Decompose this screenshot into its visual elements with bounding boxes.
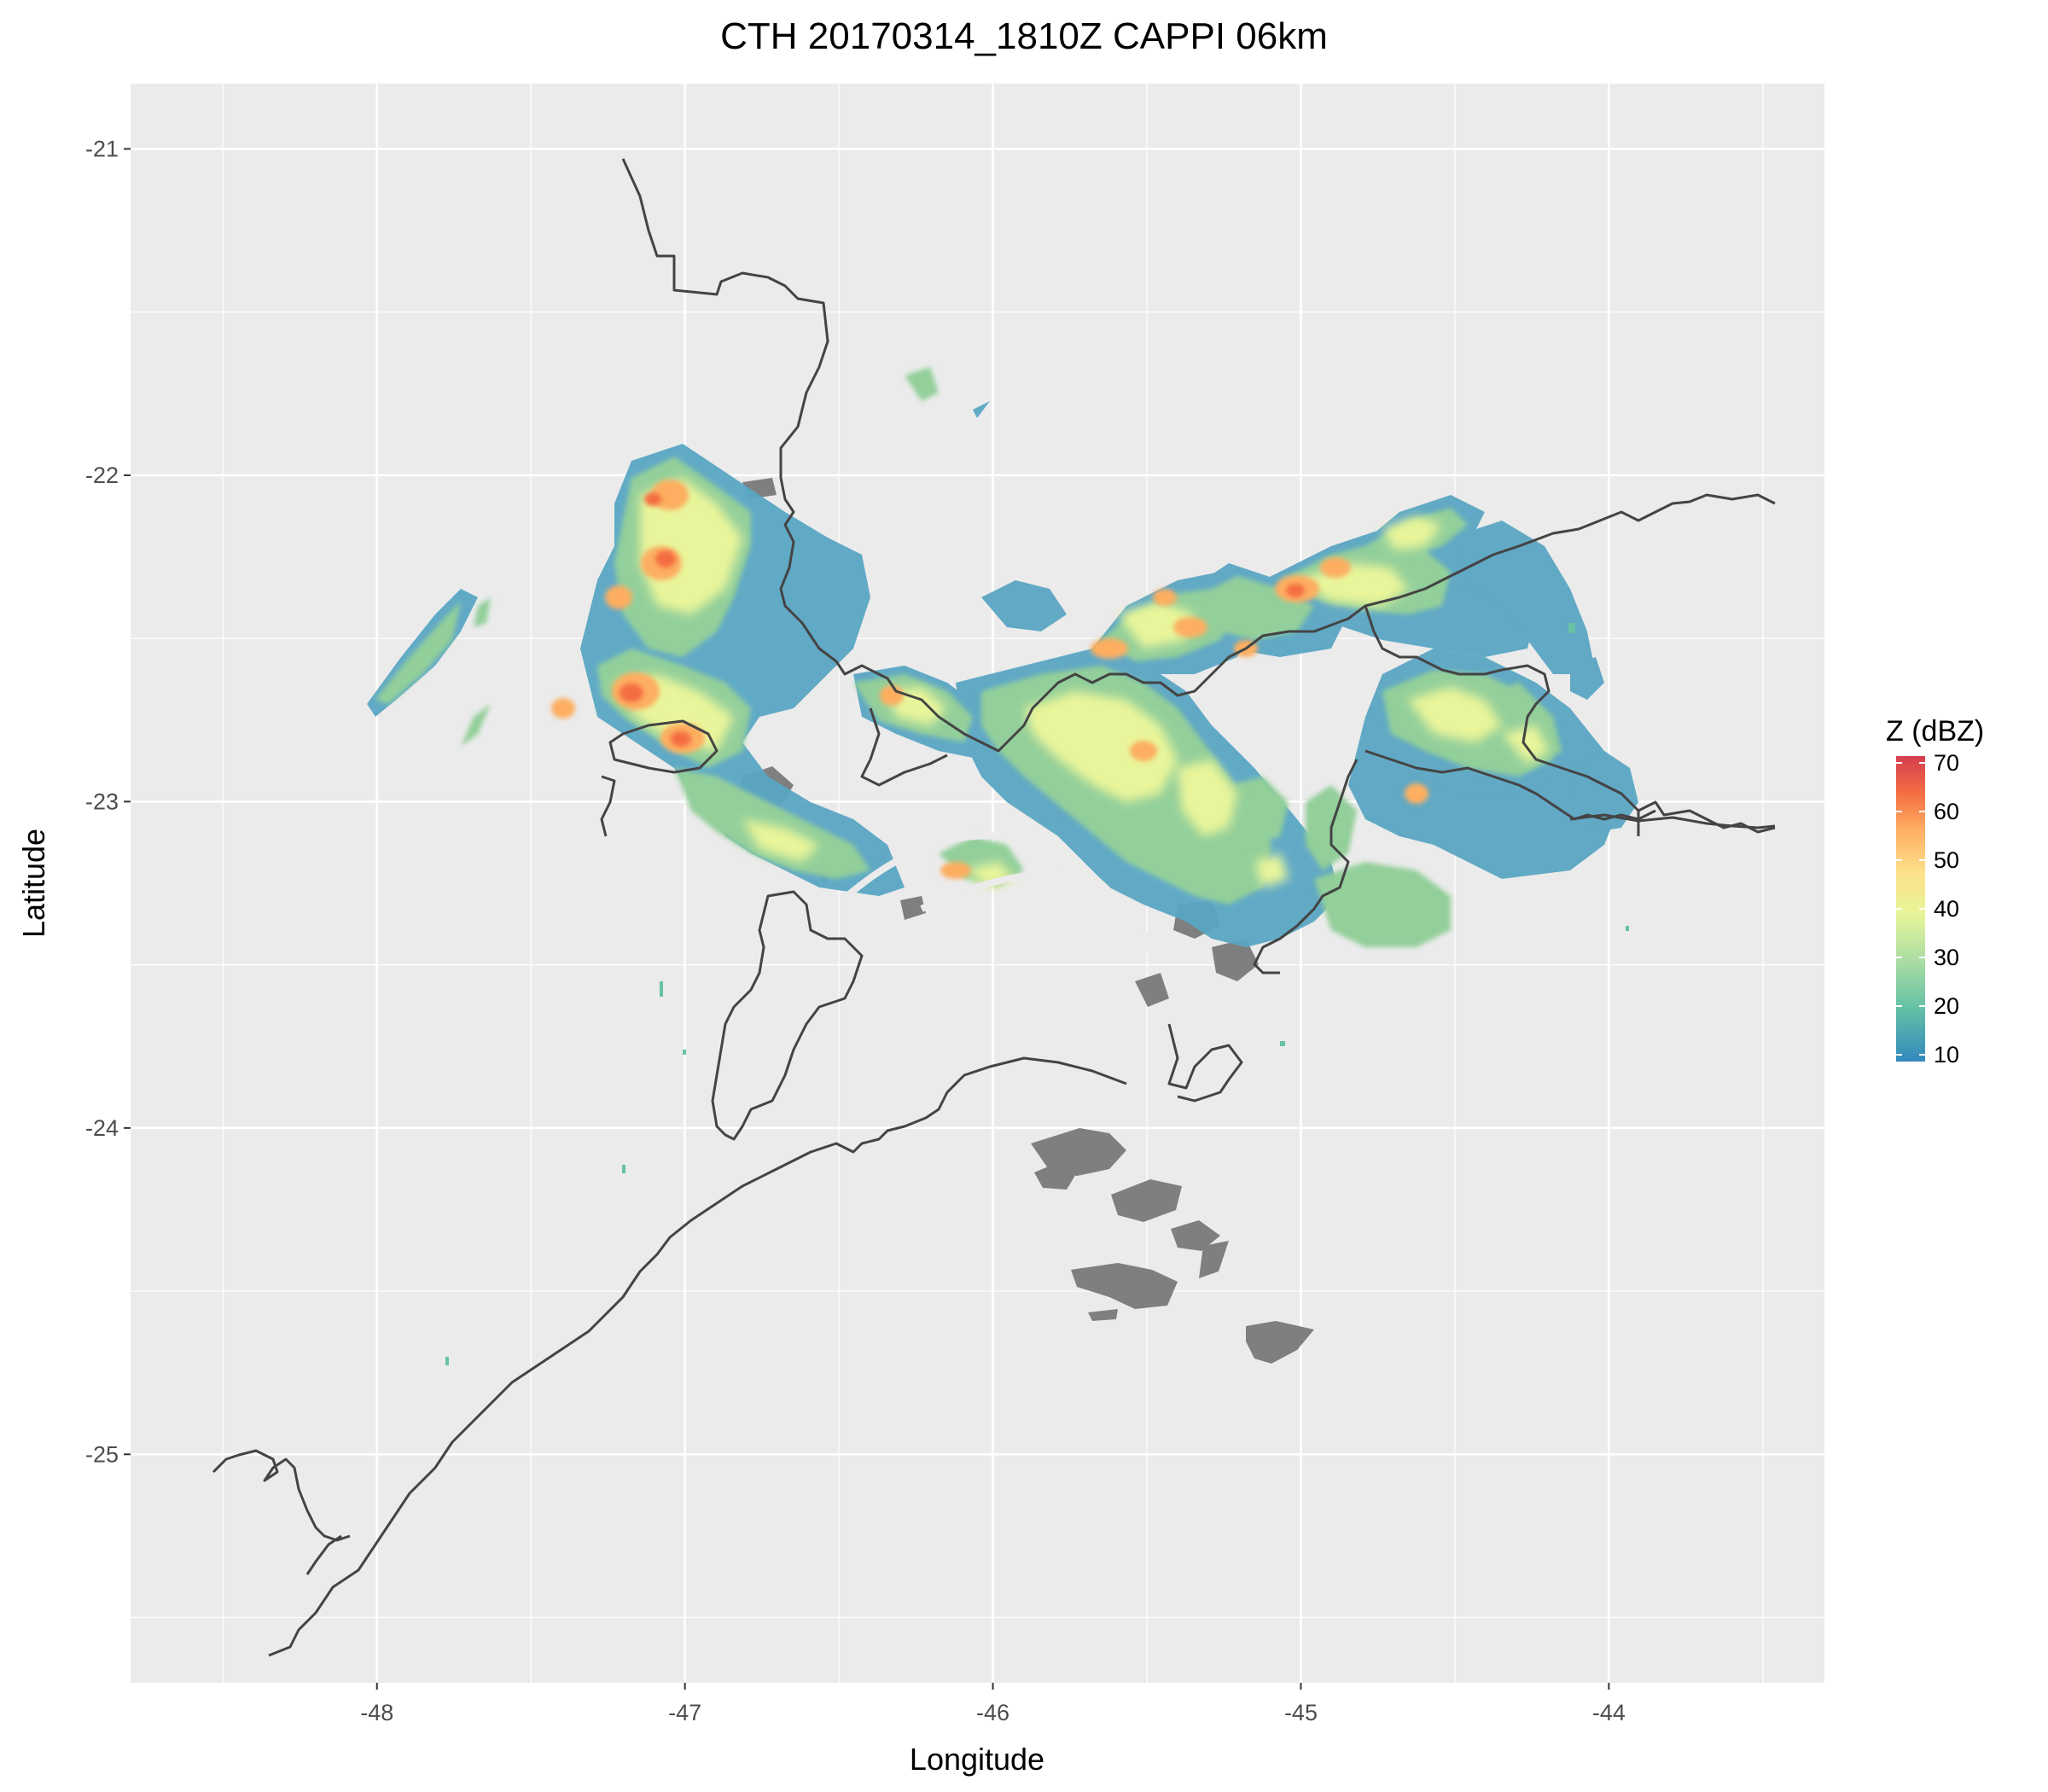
coastline-borders [212,158,1776,1657]
legend-tick-label: 20 [1934,993,1959,1019]
x-tick-label: -45 [1284,1700,1318,1725]
legend-title: Z (dBZ) [1886,715,1984,748]
plot-title: CTH 20170314_1810Z CAPPI 06km [720,15,1328,57]
legend-tick-label: 40 [1934,896,1959,922]
range-ring-artifacts [847,832,1155,957]
legend-tick-label: 70 [1934,750,1959,776]
legend-tick-label: 50 [1934,847,1959,873]
y-tick-label: -22 [85,463,119,488]
x-tick-label: -48 [360,1700,393,1725]
legend-tick-label: 30 [1934,945,1959,970]
y-tick-label: -21 [85,136,119,161]
x-axis-title: Longitude [910,1742,1044,1777]
y-tick-label: -24 [85,1115,119,1141]
x-tick-label: -47 [668,1700,701,1725]
y-tick-label: -23 [85,788,119,814]
y-axis-title: Latitude [16,829,51,938]
y-tick-label: -25 [85,1441,119,1467]
x-tick-label: -46 [976,1700,1009,1725]
legend-tick-label: 60 [1934,799,1959,824]
x-tick-label: -44 [1592,1700,1626,1725]
plot-panel [131,84,1824,1683]
legend: Z (dBZ) 10 20 30 40 50 60 70 [1886,715,1984,1068]
legend-tick-label: 10 [1934,1042,1959,1068]
